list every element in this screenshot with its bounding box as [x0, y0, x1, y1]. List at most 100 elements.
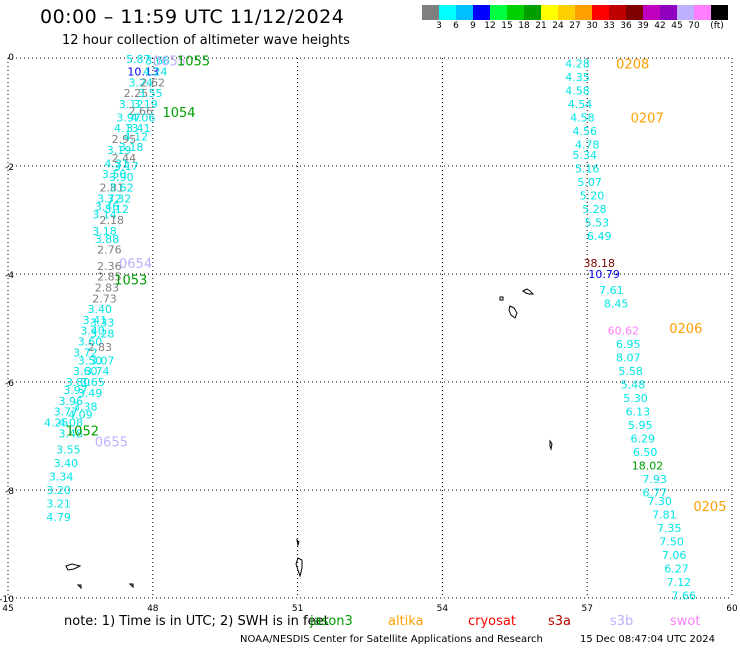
wave-height-value: 3.66 — [145, 55, 170, 68]
pass-label: 0206 — [669, 322, 702, 337]
wave-height-value: 3.72 — [97, 192, 122, 205]
wave-height-value: 5.58 — [618, 365, 643, 378]
color-scale-labels: 3 6 9 12 15 18 21 24 27 30 33 36 39 42 45 70 (ft) — [422, 21, 740, 33]
satellite-legend-item: jason3 — [310, 614, 353, 629]
y-tick-label: 0 — [8, 53, 14, 63]
color-swatch — [507, 5, 524, 20]
satellite-legend-item: cryosat — [468, 614, 516, 629]
color-swatch — [592, 5, 609, 20]
wave-height-value: 4.31 — [104, 157, 129, 170]
wave-height-value: 6.49 — [587, 230, 612, 243]
wave-height-value: 3.18 — [92, 225, 117, 238]
color-scale-label: 30 — [586, 21, 598, 31]
wave-height-value: 18.02 — [632, 460, 664, 473]
coastline-island-4 — [549, 439, 553, 451]
wave-height-value: 3.20 — [46, 484, 71, 497]
wave-height-value: 3.96 — [58, 395, 83, 408]
wave-height-value: 7.06 — [662, 549, 687, 562]
wave-height-value: 3.17 — [114, 160, 139, 173]
wave-height-value: 2.85 — [97, 271, 122, 284]
y-tick-label: -8 — [5, 487, 14, 497]
wave-height-value: 4.58 — [570, 111, 595, 124]
y-tick-label: -6 — [5, 379, 14, 389]
wave-height-value: 3.33 — [90, 317, 115, 330]
wave-height-value: 7.35 — [657, 522, 682, 535]
coastline-island-8 — [76, 584, 82, 590]
wave-height-value: 4.25 — [44, 417, 69, 430]
pass-label: 1052 — [66, 425, 99, 440]
wave-height-value: 60.62 — [608, 325, 640, 338]
color-scale-label: 21 — [535, 21, 547, 31]
wave-height-value: 7.81 — [652, 508, 677, 521]
satellite-legend: jason3 altika cryosat s3a s3b swot — [0, 614, 740, 630]
wave-height-value: 4.54 — [568, 98, 593, 111]
wave-height-value: 3.12 — [104, 203, 129, 216]
satellite-legend-item: s3b — [610, 614, 634, 629]
color-swatch — [626, 5, 643, 20]
color-swatch — [558, 5, 575, 20]
wave-height-value: 3.21 — [46, 498, 71, 511]
wave-height-value: 3.55 — [138, 87, 163, 100]
wave-height-value: 10.13 — [127, 66, 159, 79]
map-grid — [7, 57, 733, 599]
wave-height-value: 3.80 — [66, 376, 91, 389]
wave-height-value: 2.25 — [124, 87, 149, 100]
color-swatch — [473, 5, 490, 20]
wave-height-value: 3.41 — [126, 122, 151, 135]
x-tick-label: 60 — [726, 604, 738, 612]
pass-label: 0208 — [616, 57, 649, 72]
color-swatch — [422, 5, 439, 20]
coastlines — [65, 288, 553, 590]
coastline-island-6 — [295, 557, 303, 578]
wave-height-value: 3.40 — [54, 457, 79, 470]
generated-timestamp: 15 Dec 08:47:04 UTC 2024 — [580, 634, 715, 645]
wave-height-values: 5.873.6610.134.243.242.622.253.553.123.1… — [44, 53, 696, 602]
wave-height-value: 4.78 — [575, 138, 600, 151]
wave-height-value: 4.28 — [565, 57, 590, 70]
pass-label: 0655 — [95, 435, 128, 450]
color-swatch — [456, 5, 473, 20]
wave-height-value: 5.95 — [628, 419, 653, 432]
wave-height-value: 5.07 — [577, 176, 602, 189]
wave-height-value: 6.29 — [630, 433, 655, 446]
pass-label: 0207 — [631, 111, 664, 126]
wave-height-value: 3.97 — [63, 384, 88, 397]
wave-height-value: 4.12 — [124, 130, 149, 143]
wave-height-value: 6.50 — [633, 446, 658, 459]
wave-height-value: 2.44 — [112, 152, 137, 165]
color-scale-label: 15 — [501, 21, 513, 31]
coastline-island-7 — [65, 563, 82, 571]
wave-height-value: 3.90 — [109, 171, 134, 184]
x-tick-label: 45 — [2, 604, 13, 612]
wave-height-value: 2.66 — [128, 105, 153, 118]
color-scale-label: 39 — [637, 21, 649, 31]
wave-height-value: 4.24 — [143, 66, 168, 79]
wave-height-value: 3.40 — [80, 325, 105, 338]
wave-height-value: 2.62 — [141, 76, 166, 89]
wave-height-value: 3.40 — [87, 303, 112, 316]
color-scale-label: 33 — [603, 21, 615, 31]
wave-height-value: 4.56 — [573, 125, 598, 138]
wave-height-value: 5.34 — [573, 149, 598, 162]
wave-height-value: 3.48 — [58, 427, 83, 440]
wave-height-value: 3.72 — [73, 346, 98, 359]
wave-height-value: 3.28 — [90, 327, 115, 340]
wave-height-value: 4.08 — [58, 417, 83, 430]
x-tick-label: 51 — [292, 604, 303, 612]
color-scale-label: 6 — [453, 21, 459, 31]
wave-height-value: 7.12 — [667, 576, 692, 589]
wave-height-value: 5.53 — [585, 217, 610, 230]
color-swatch — [439, 5, 456, 20]
wave-height-value: 5.28 — [582, 203, 607, 216]
wave-height-value: 8.07 — [616, 352, 641, 365]
pass-label: 0654 — [119, 257, 152, 272]
color-swatch — [694, 5, 711, 20]
axis-tick-labels: 45 48 51 54 57 60 0 -2 -4 -6 -8 -10 — [0, 53, 738, 612]
wave-height-value: 5.87 — [126, 53, 151, 66]
wave-height-value: 3.24 — [128, 76, 153, 89]
wave-height-value: 5.16 — [575, 163, 600, 176]
wave-height-value: 3.14 — [92, 209, 117, 222]
wave-height-value: 3.60 — [78, 336, 103, 349]
wave-height-value: 7.61 — [599, 284, 624, 297]
color-scale-label: 3 — [436, 21, 442, 31]
